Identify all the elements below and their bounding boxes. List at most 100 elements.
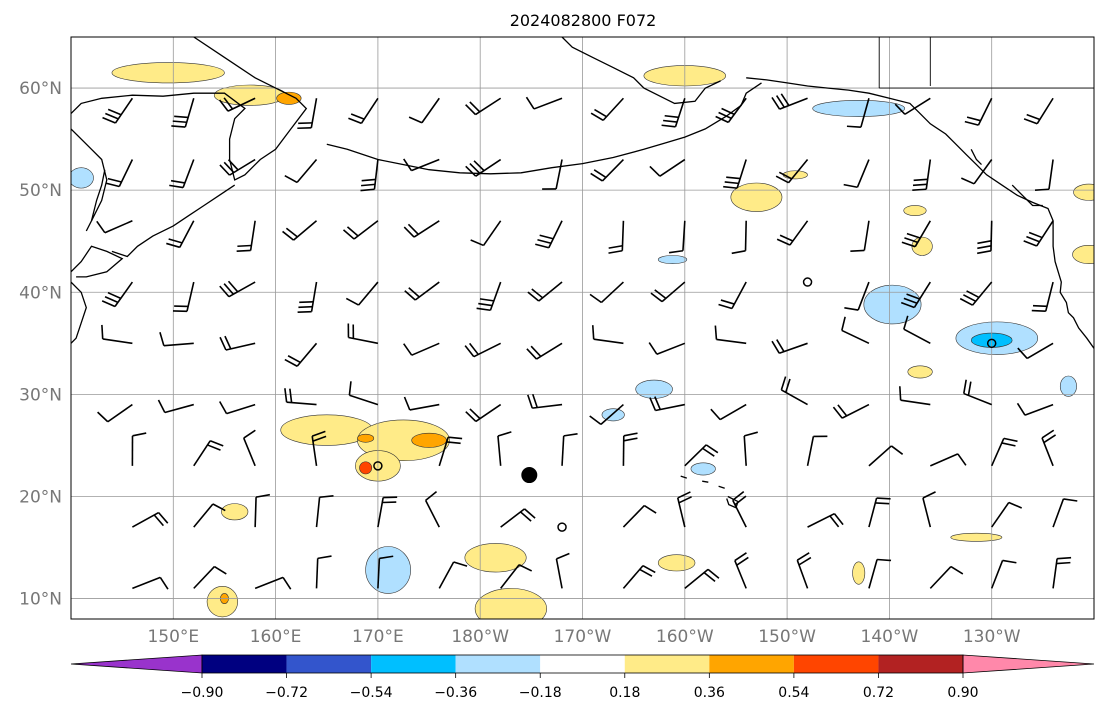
wind-barb-feather [1008,501,1023,509]
wind-barb-feather [526,348,538,360]
calm-wind-circle [986,338,997,349]
wind-barb-staff [254,497,257,528]
wind-barb-feather [287,355,301,364]
wind-barb-staff [438,436,449,467]
wind-barb-feather [159,576,169,590]
wind-barb-staff [674,98,686,128]
wind-barb-feather [649,397,657,411]
lat-tick-label: 30°N [19,385,62,405]
wind-barb-feather [107,177,122,183]
axis-ticks: 10°N 20°N 30°N 40°N 50°N 60°N 150°E 160°E 170°E 1… [19,79,1021,647]
wind-barb-feather [101,324,104,339]
wind-barb-feather [219,336,227,351]
colorbar-segment [709,655,794,673]
coastline [326,82,762,175]
colorbar-level-label: 0.72 [863,685,894,701]
wind-barb-feather [726,176,741,180]
wind-barb-staff [102,338,133,345]
colorbar-level-label: −0.36 [434,685,477,701]
wind-barb-staff [411,342,440,356]
coastline [71,281,87,344]
wind-barb-staff [990,220,993,251]
lon-tick-label: 150°W [758,627,816,647]
wind-barb-staff [533,97,563,110]
wind-barb-staff [424,500,440,528]
wind-barb-feather [779,234,794,242]
wind-barb-feather [174,115,189,119]
wind-barb-feather [890,445,904,455]
wind-barb-feather [446,441,461,445]
anomaly-region-neg1 [71,167,94,189]
wind-barb-staff [903,328,931,345]
wind-barb-feather [535,243,550,249]
wind-barb-feather [771,340,780,354]
wind-barb-staff [622,505,645,528]
wind-barb-feather [361,178,376,182]
wind-barb-feather [877,558,892,562]
wind-barb-feather [1041,429,1055,439]
wind-barb-feather [846,125,861,128]
wind-barb-feather [425,490,438,502]
wind-barb-feather [654,396,662,410]
wind-barb-feather [922,491,936,499]
colorbar-segment [286,655,372,673]
wind-barb-staff [193,503,214,528]
wind-barb-feather [297,310,312,314]
wind-barb-feather [1003,437,1018,443]
anomaly-region-pos1 [730,182,783,212]
wind-barb-feather [527,291,540,302]
wind-barb-feather [876,497,891,500]
wind-barb-staff [661,281,686,303]
calm-wind-circle [373,461,383,471]
wind-barb-feather [1043,434,1057,444]
wind-barb-staff [990,560,1004,589]
colorbar-frame [201,654,964,674]
anomaly-region-pos1 [852,561,866,585]
wind-barb-feather [702,447,715,457]
wind-barb-feather [476,307,491,312]
lat-tick-label: 40°N [19,283,62,303]
wind-barb-feather [468,342,479,355]
anomaly-region-neg1 [657,255,688,264]
wind-barb-staff [1024,403,1054,416]
wind-barb-staff [806,436,815,466]
wind-barb-feather [479,298,494,302]
wind-barb-feather [284,174,298,184]
wind-barb-feather [591,325,595,340]
wind-barb-staff [497,435,502,466]
calm-wind-circle [802,277,813,287]
wind-barb-staff [930,453,959,467]
wind-barb-feather [967,381,972,396]
wind-barb-staff [500,564,520,589]
wind-barb-feather [731,249,746,255]
wind-barb-staff [1026,342,1054,360]
wind-barb-feather [219,164,231,176]
gridlines [71,37,1094,619]
wind-barb-staff [193,440,211,467]
wind-barb-feather [218,99,229,112]
wind-barb-feather [408,116,423,124]
wind-barb-feather [1034,188,1050,191]
wind-barb-feather [407,223,419,235]
wind-barb-feather [707,568,720,579]
wind-barb-feather [841,316,846,331]
wind-barb-feather [227,159,239,171]
coastline [71,37,308,181]
wind-barb-feather [718,303,733,310]
coastline [680,475,688,479]
wind-barb-feather [900,301,915,309]
lon-tick-label: 160°E [250,627,302,647]
wind-barb-staff [841,329,870,345]
wind-barb-feather [966,116,981,122]
colorbar-segment [624,655,710,673]
wind-barb-feather [298,305,313,309]
wind-barb-feather [1057,556,1072,560]
wind-barb-feather [833,513,844,526]
wind-barb-staff [409,403,440,411]
wind-barb-feather [408,287,420,298]
wind-barb-feather [608,249,623,254]
wind-barb-feather [342,229,355,240]
wind-barb-staff [922,497,932,528]
wind-barb-feather [527,394,534,409]
colorbar-extend-high [962,654,1095,674]
